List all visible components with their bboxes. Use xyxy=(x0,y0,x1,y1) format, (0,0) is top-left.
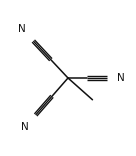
Text: N: N xyxy=(18,24,26,34)
Text: N: N xyxy=(21,122,28,132)
Text: N: N xyxy=(117,73,125,83)
